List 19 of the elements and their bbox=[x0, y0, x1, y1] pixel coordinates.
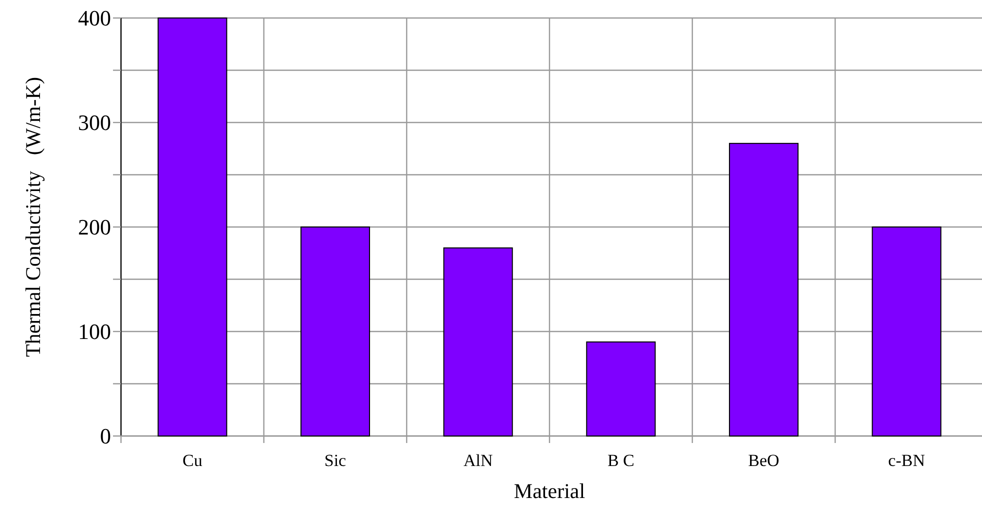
x-tick-label: AlN bbox=[463, 451, 493, 470]
x-axis-title: Material bbox=[514, 479, 586, 503]
x-tick-label: Sic bbox=[324, 451, 347, 470]
x-tick-label: B C bbox=[607, 451, 634, 470]
y-tick-label: 200 bbox=[78, 214, 111, 240]
bar bbox=[872, 226, 942, 436]
y-tick-label: 100 bbox=[78, 319, 111, 344]
bar bbox=[300, 226, 370, 436]
y-tick-label: 300 bbox=[78, 110, 111, 136]
bar bbox=[586, 341, 656, 436]
x-tick-label: c-BN bbox=[888, 451, 925, 470]
bar bbox=[728, 142, 799, 436]
bar bbox=[443, 247, 513, 436]
y-tick-label: 0 bbox=[100, 424, 111, 449]
bar bbox=[158, 18, 228, 436]
y-tick-label: 400 bbox=[78, 6, 111, 31]
x-tick-label: BeO bbox=[748, 451, 780, 470]
x-tick-label: Cu bbox=[182, 451, 203, 470]
y-axis-title: Thermal Conductivity (W/m-K) bbox=[21, 77, 45, 357]
